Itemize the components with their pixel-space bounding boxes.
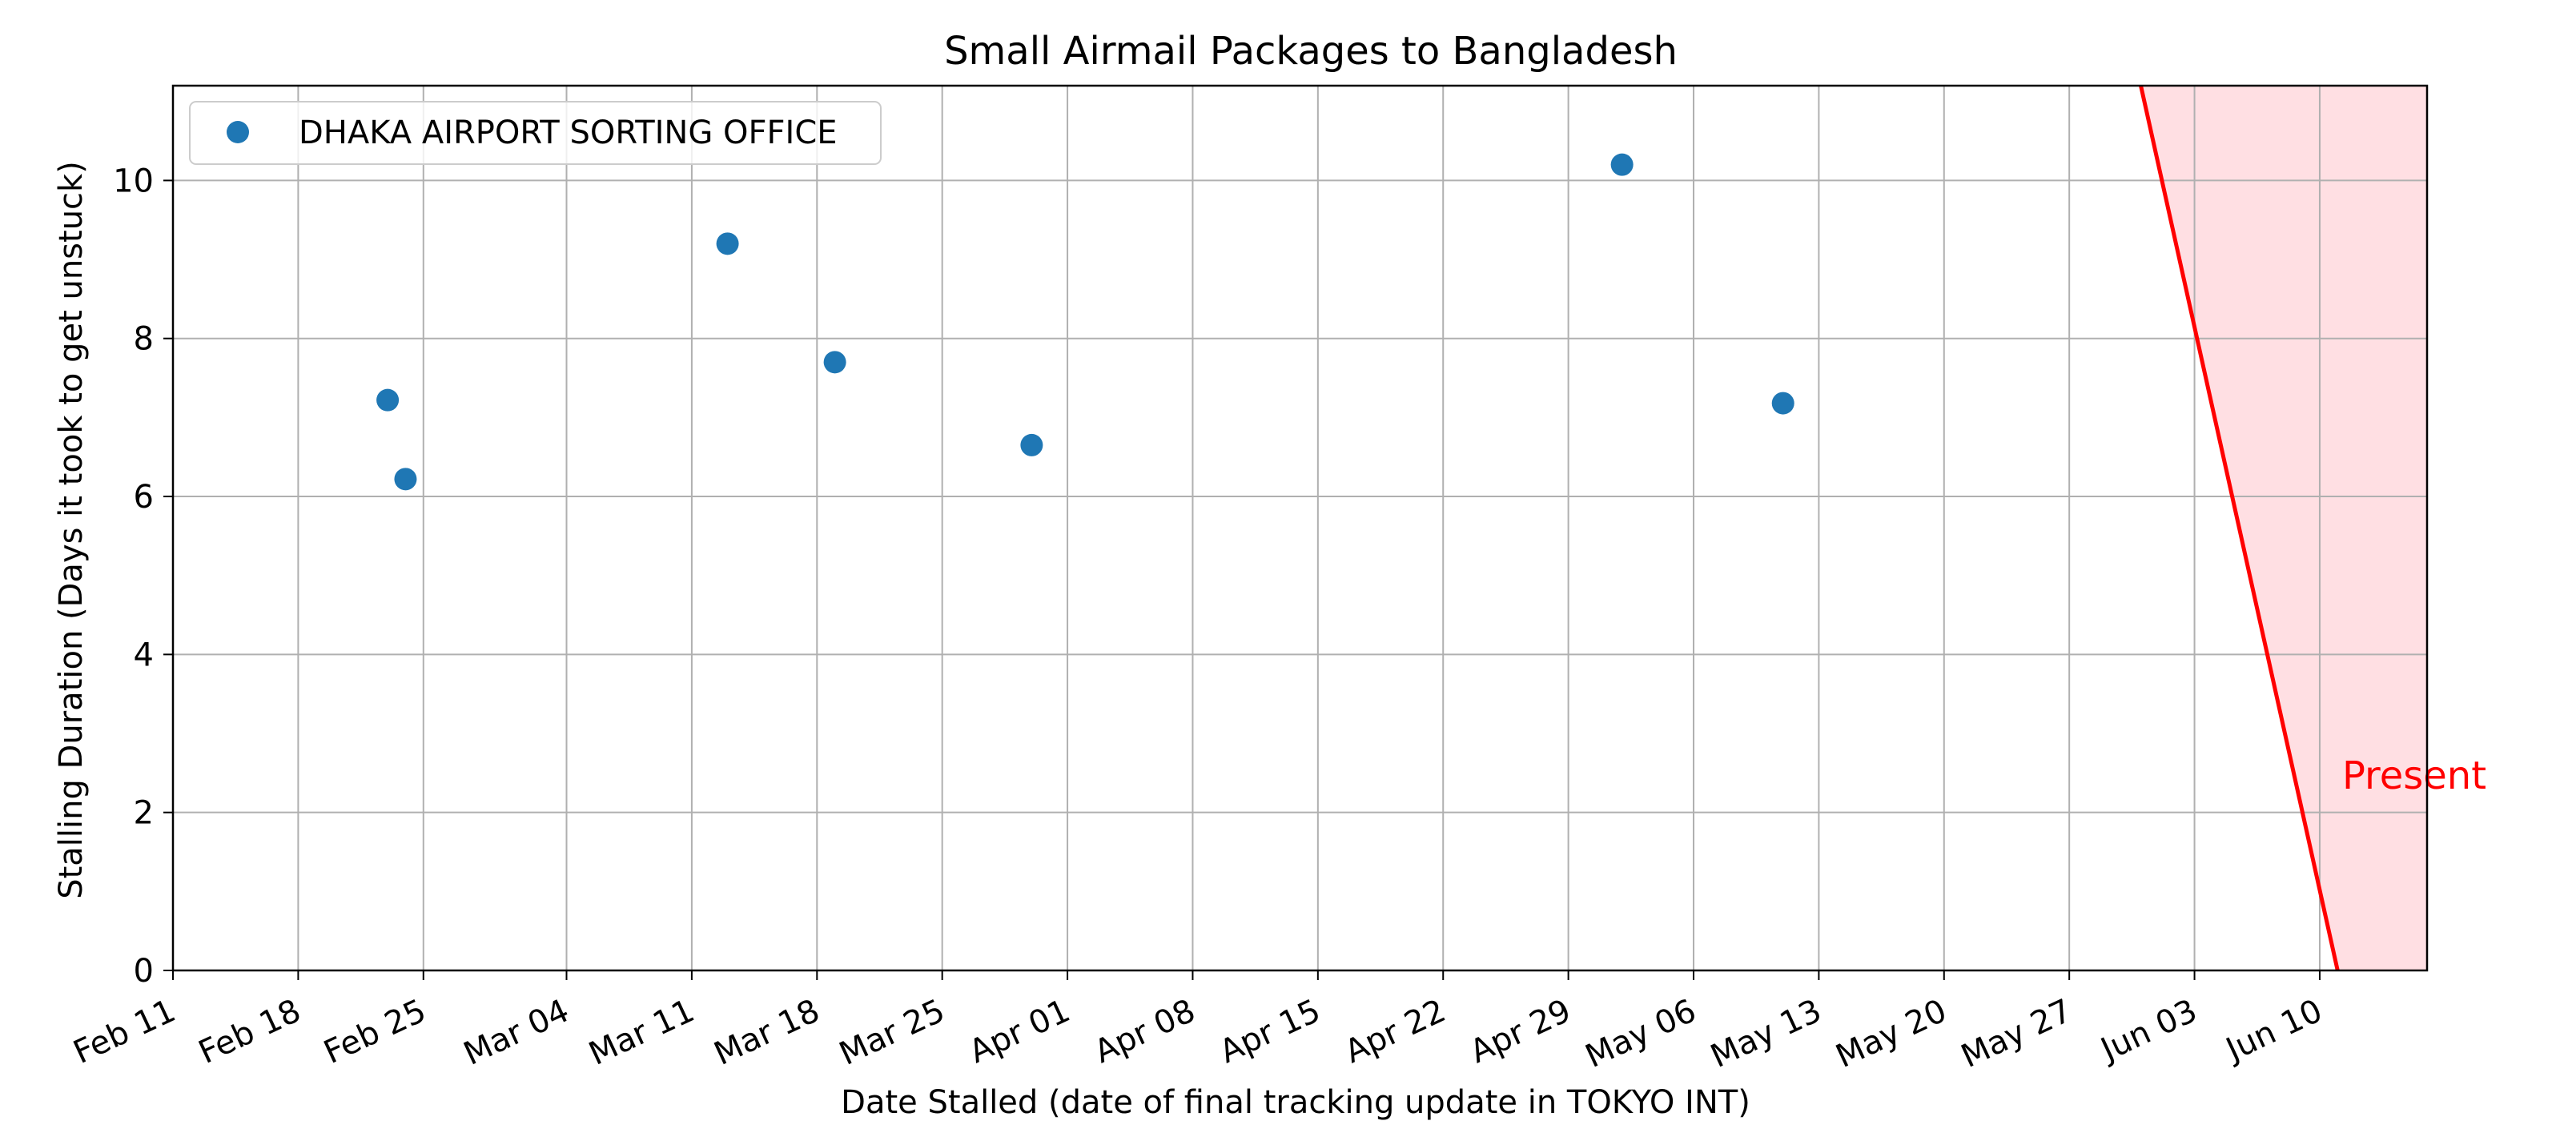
present-line (2139, 85, 2340, 971)
legend-box (189, 101, 882, 165)
legend-label: DHAKA AIRPORT SORTING OFFICE (299, 114, 838, 151)
y-axis-ticks: 0 2 4 6 8 10 (113, 163, 173, 990)
data-point (1771, 392, 1794, 415)
data-point (394, 468, 417, 491)
y-tick-label: 2 (134, 795, 154, 832)
data-point (1020, 433, 1043, 456)
axes-frame (171, 84, 2429, 972)
legend: DHAKA AIRPORT SORTING OFFICE (189, 101, 882, 165)
present-label: Present (2342, 753, 2486, 798)
y-tick-label: 0 (134, 953, 154, 990)
data-point (376, 388, 400, 412)
x-axis-label: Date Stalled (date of final tracking upd… (841, 1084, 1750, 1121)
y-axis-label: Stalling Duration (Days it took to get u… (53, 161, 90, 899)
present-region-fill (2140, 86, 2427, 970)
present-region (2140, 86, 2427, 970)
y-tick-label: 6 (134, 479, 154, 516)
y-tick-label: 4 (134, 637, 154, 673)
present-line-group: Present (2139, 85, 2486, 971)
chart-title: Small Airmail Packages to Bangladesh (944, 29, 1678, 74)
data-point (823, 351, 846, 374)
data-point (1610, 153, 1634, 176)
y-tick-label: 10 (113, 163, 154, 199)
scatter-points (376, 153, 1794, 491)
y-tick-label: 8 (134, 321, 154, 358)
legend-marker (227, 121, 249, 143)
data-point (716, 232, 739, 255)
